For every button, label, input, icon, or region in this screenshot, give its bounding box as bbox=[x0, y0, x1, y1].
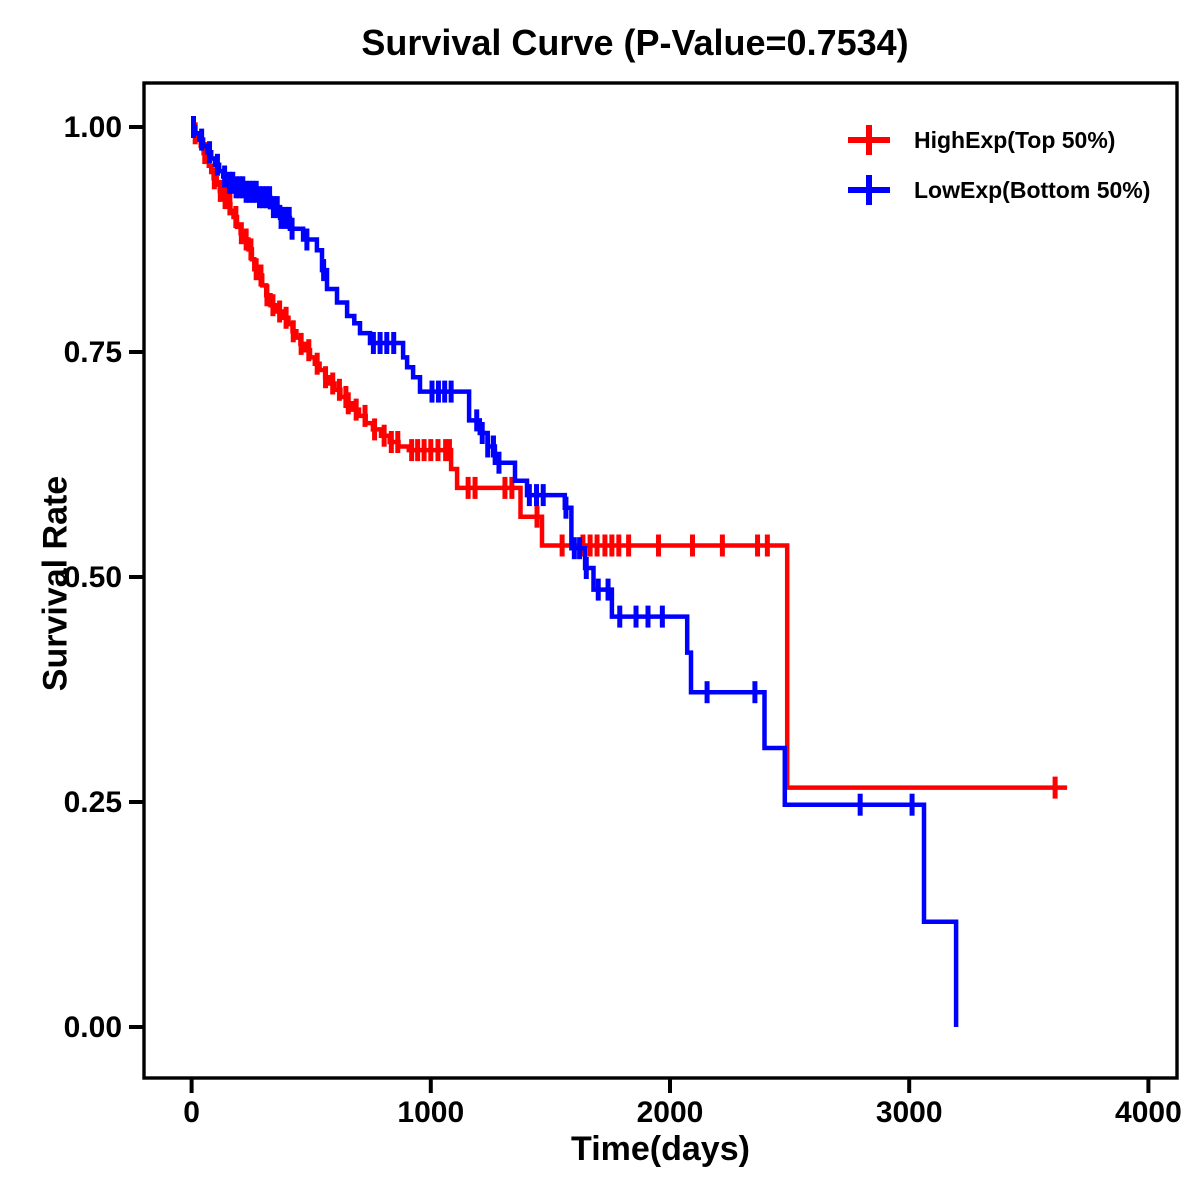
censor-cross-icon bbox=[848, 125, 890, 155]
chart-title: Survival Curve (P-Value=0.7534) bbox=[361, 22, 909, 63]
y-tick-label: 0.50 bbox=[64, 561, 122, 594]
y-tick-label: 0.75 bbox=[64, 336, 122, 369]
highexp-survival-curve bbox=[191, 124, 1068, 790]
legend-item-highexp: HighExp(Top 50%) bbox=[846, 118, 1150, 162]
x-tick-label: 0 bbox=[183, 1096, 200, 1129]
x-tick-label: 4000 bbox=[1115, 1096, 1182, 1129]
plot-frame bbox=[142, 81, 1179, 1080]
y-tick-label: 0.25 bbox=[64, 786, 122, 819]
legend-item-lowexp: LowExp(Bottom 50%) bbox=[846, 168, 1150, 212]
y-tick-label: 1.00 bbox=[64, 111, 122, 144]
x-tick-label: 3000 bbox=[876, 1096, 943, 1129]
lowexp-survival-curve bbox=[191, 124, 959, 1027]
x-tick-label: 1000 bbox=[397, 1096, 464, 1129]
x-tick-label: 2000 bbox=[637, 1096, 704, 1129]
legend-label-highexp: HighExp(Top 50%) bbox=[914, 126, 1116, 153]
legend: HighExp(Top 50%) LowExp(Bottom 50%) bbox=[846, 118, 1150, 218]
y-tick-label: 0.00 bbox=[64, 1011, 122, 1044]
y-axis-title: Survival Rate bbox=[36, 475, 75, 692]
x-axis-title: Time(days) bbox=[571, 1130, 750, 1168]
censor-cross-icon bbox=[848, 175, 890, 205]
legend-label-lowexp: LowExp(Bottom 50%) bbox=[914, 176, 1151, 203]
